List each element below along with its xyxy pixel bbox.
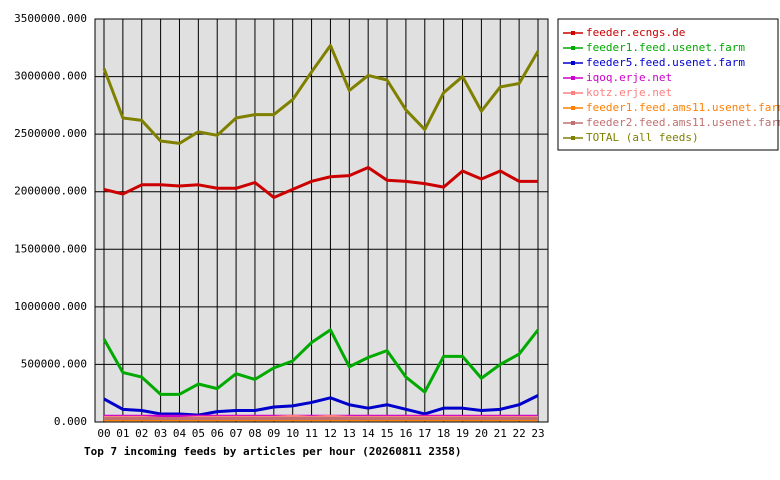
x-tick-label: 21: [494, 427, 507, 440]
chart-title: Top 7 incoming feeds by articles per hou…: [84, 445, 462, 458]
y-tick-label: 3500000.000: [14, 12, 87, 25]
y-tick-label: 2500000.000: [14, 127, 87, 140]
plot-area: [95, 19, 548, 422]
x-tick-label: 18: [437, 427, 450, 440]
x-tick-label: 04: [173, 427, 187, 440]
legend-label: feeder1.feed.usenet.farm: [586, 41, 745, 54]
y-tick-label: 500000.000: [21, 357, 87, 370]
series-line: [103, 394, 539, 417]
legend-dot: [571, 76, 575, 80]
y-tick-label: 3000000.000: [14, 70, 87, 83]
x-tick-label: 00: [97, 427, 110, 440]
legend-dot: [571, 31, 575, 35]
series-line: [102, 43, 540, 145]
x-tick-label: 12: [324, 427, 337, 440]
x-tick-label: 22: [513, 427, 526, 440]
x-tick-label: 08: [248, 427, 261, 440]
x-tick-label: 17: [418, 427, 431, 440]
legend-label: feeder5.feed.usenet.farm: [586, 56, 745, 69]
x-tick-label: 14: [362, 427, 376, 440]
x-tick-label: 20: [475, 427, 488, 440]
x-tick-label: 11: [305, 427, 318, 440]
x-tick-label: 10: [286, 427, 299, 440]
legend-dot: [571, 61, 575, 65]
legend-label: feeder1.feed.ams11.usenet.farm: [586, 101, 780, 114]
legend-label: iqoq.erje.net: [586, 71, 672, 84]
x-tick-label: 13: [343, 427, 356, 440]
legend-label: feeder2.feed.ams11.usenet.farm: [586, 116, 780, 129]
x-tick-label: 02: [135, 427, 148, 440]
plot-border: [94, 18, 549, 423]
x-tick-label: 09: [267, 427, 280, 440]
x-tick-label: 19: [456, 427, 469, 440]
y-tick-label: 0.000: [54, 415, 87, 428]
legend-dot: [571, 121, 575, 125]
x-tick-label: 05: [192, 427, 205, 440]
x-tick-label: 07: [229, 427, 242, 440]
series-line: [103, 166, 538, 199]
legend-dot: [571, 91, 575, 95]
legend-dot: [571, 46, 575, 50]
x-tick-label: 01: [116, 427, 129, 440]
legend-dot: [571, 136, 575, 140]
y-tick-label: 1000000.000: [14, 300, 87, 313]
legend-dot: [571, 106, 575, 110]
x-tick-label: 15: [380, 427, 393, 440]
x-tick-label: 16: [399, 427, 412, 440]
legend-label: TOTAL (all feeds): [586, 131, 699, 144]
legend-label: kotz.erje.net: [586, 86, 672, 99]
legend-label: feeder.ecngs.de: [586, 26, 685, 39]
y-tick-label: 1500000.000: [14, 242, 87, 255]
x-tick-label: 03: [154, 427, 167, 440]
y-tick-label: 2000000.000: [14, 185, 87, 198]
legend-box: [557, 18, 779, 151]
x-tick-label: 23: [531, 427, 544, 440]
x-tick-label: 06: [211, 427, 224, 440]
series-line: [102, 328, 540, 396]
